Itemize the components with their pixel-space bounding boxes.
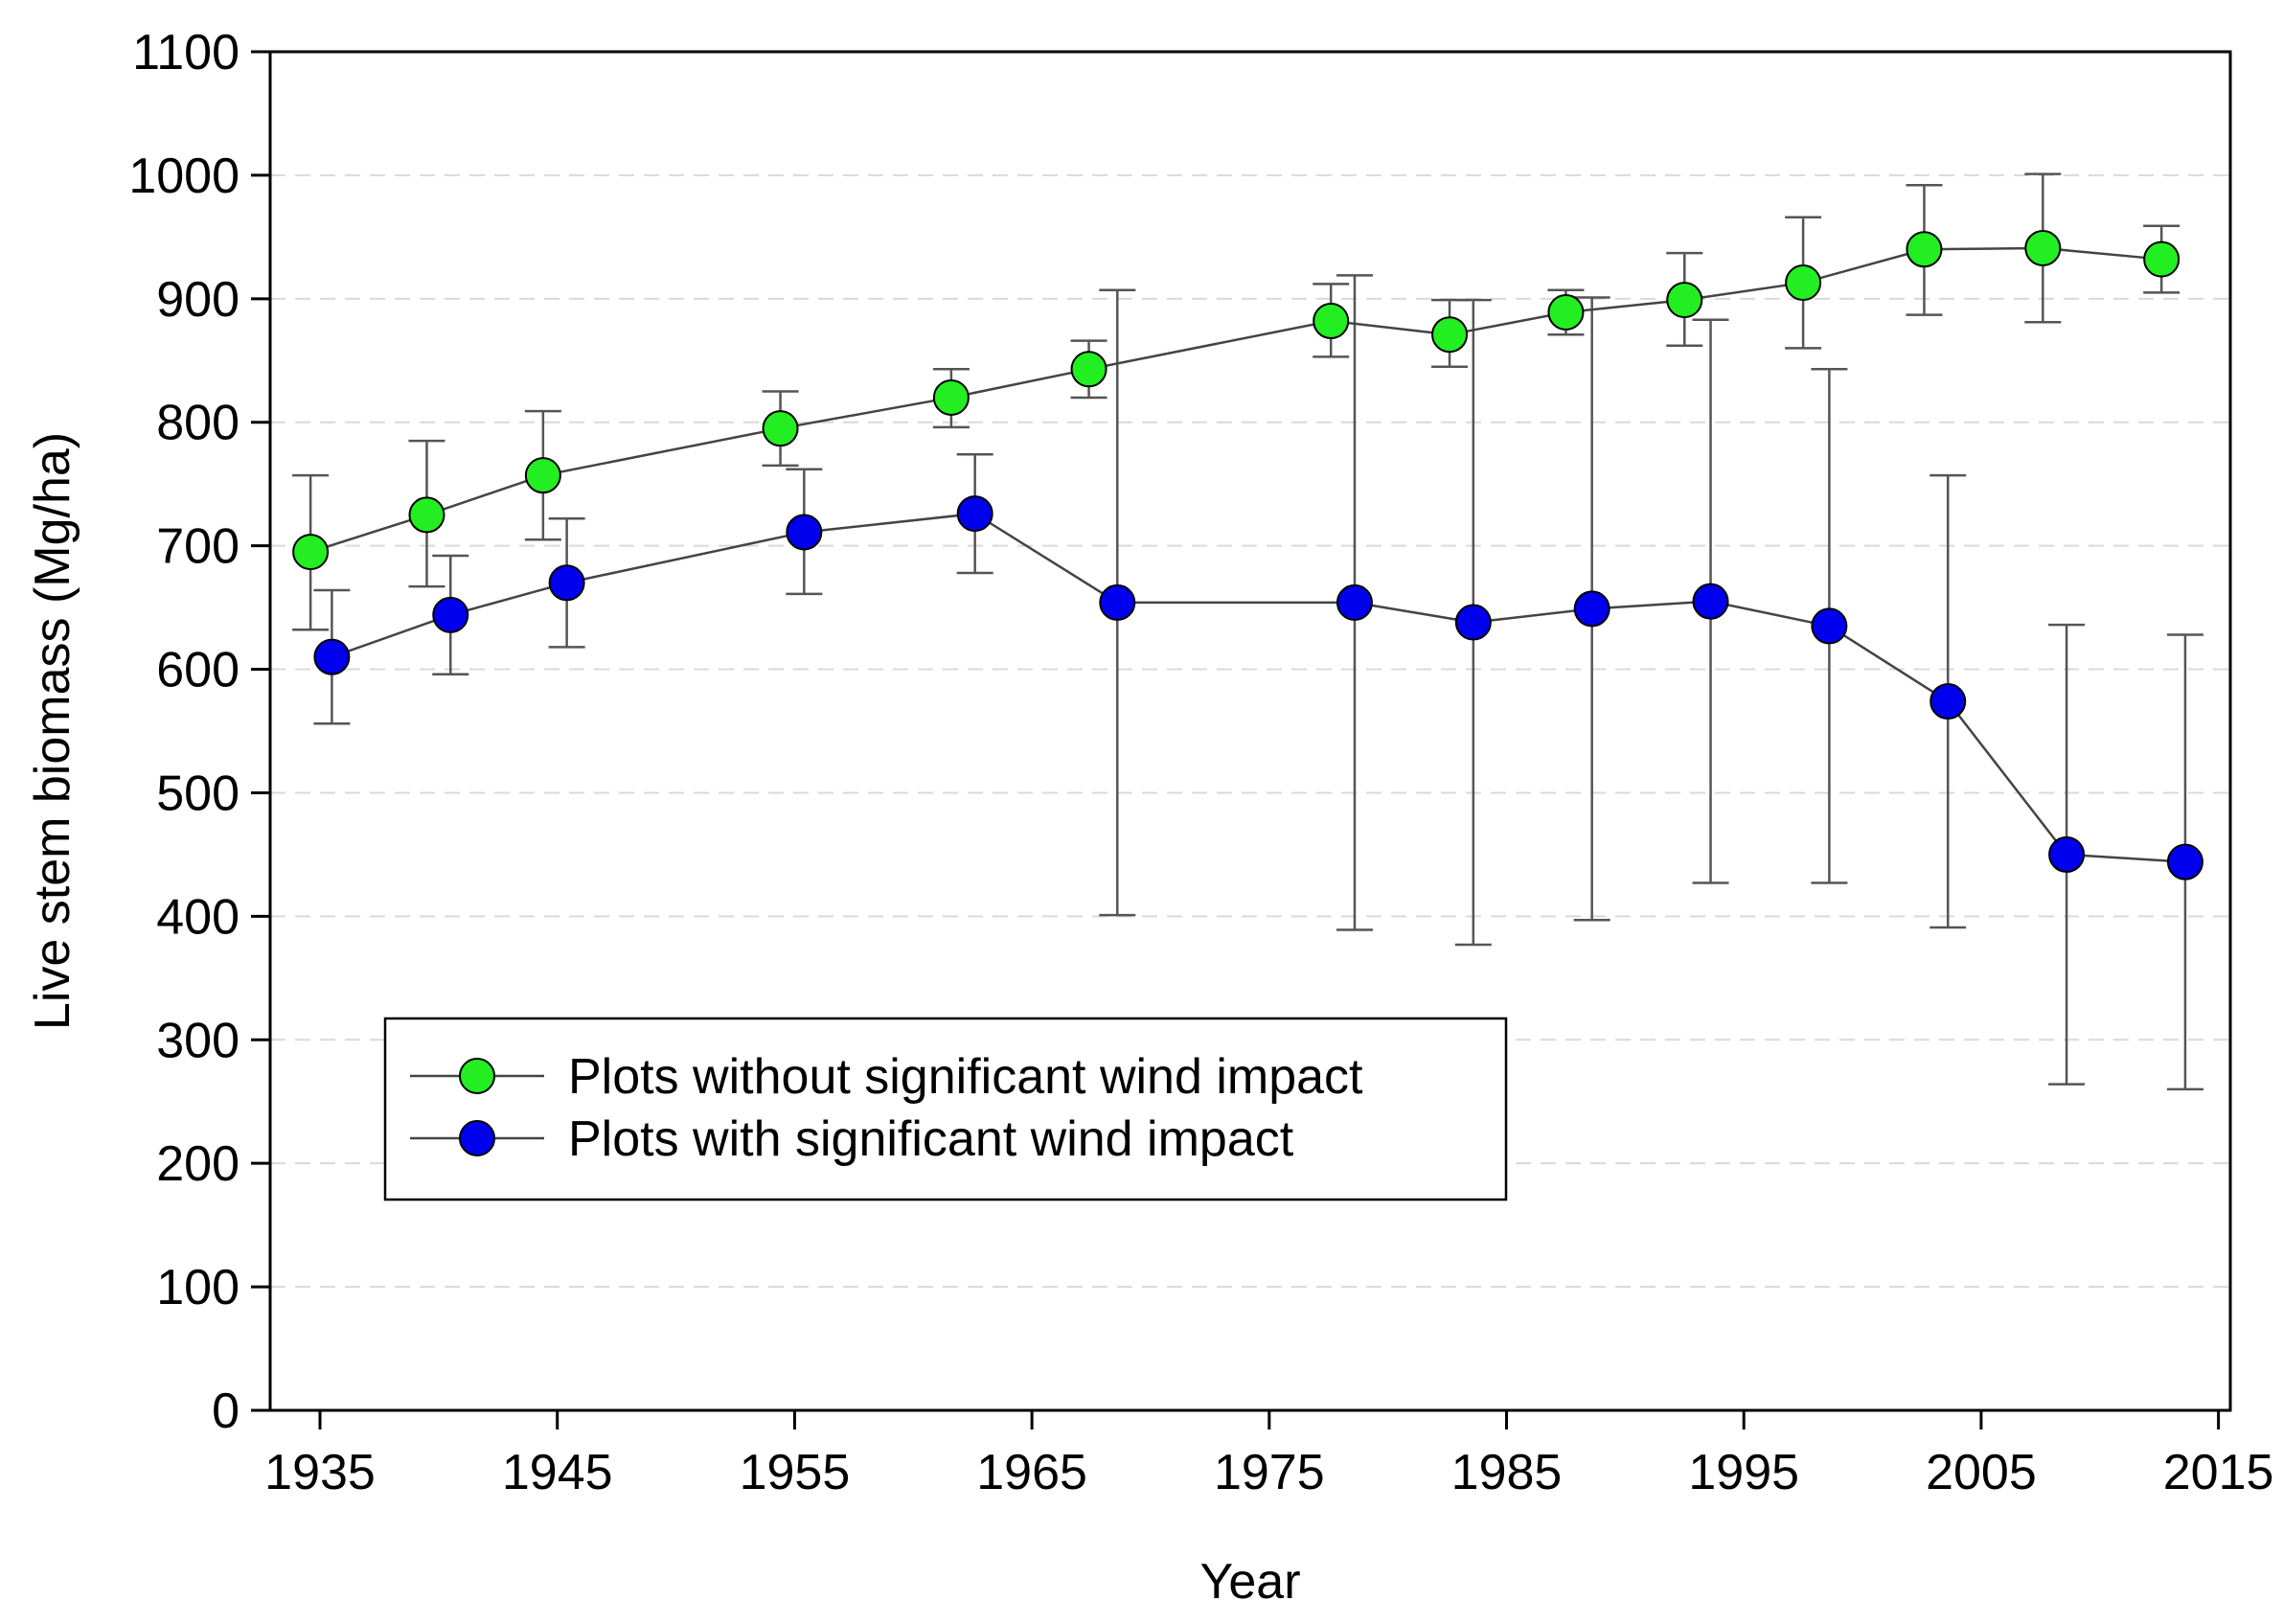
y-tick-label: 400: [156, 889, 240, 945]
data-point-series-1: [1666, 282, 1703, 319]
x-axis-title: Year: [1199, 1554, 1300, 1610]
y-tick-label: 1100: [132, 25, 240, 80]
data-point-series-1: [1313, 303, 1350, 340]
data-point-series-2: [1929, 683, 1967, 721]
data-point-series-1: [1431, 316, 1469, 354]
y-tick-label: 0: [212, 1384, 240, 1439]
x-tick-label: 1945: [502, 1445, 613, 1500]
y-tick-label: 300: [156, 1013, 240, 1068]
y-axis-title: Live stem biomass (Mg/ha): [25, 432, 80, 1030]
legend-label-series-2: Plots with significant wind impact: [568, 1111, 1294, 1167]
axis-ticks: [251, 50, 2221, 1430]
data-point-series-2: [786, 514, 823, 551]
legend: Plots without significant wind impact Pl…: [383, 1017, 1508, 1201]
x-tick-labels: 1935 1945 1955 1965 1975 1985 1995 2005 2015: [264, 1445, 2273, 1500]
series-lines: [309, 246, 2186, 863]
data-point-series-1: [2143, 240, 2180, 278]
data-point-series-2: [313, 638, 351, 675]
series-line-1: [309, 246, 2162, 554]
x-tick-label: 1985: [1451, 1445, 1563, 1500]
data-point-series-1: [1785, 264, 1822, 302]
y-tick-label: 500: [156, 766, 240, 821]
data-point-series-1: [1070, 351, 1107, 388]
y-tick-label: 700: [156, 519, 240, 575]
plot-area-frame: [268, 50, 2232, 1412]
y-tick-label: 900: [156, 272, 240, 328]
data-point-series-2: [1573, 590, 1610, 628]
x-tick-label: 1955: [740, 1445, 851, 1500]
y-tick-label: 800: [156, 396, 240, 451]
y-tick-label: 1000: [128, 149, 240, 204]
x-tick-label: 1975: [1214, 1445, 1325, 1500]
data-point-series-2: [548, 564, 585, 602]
data-points: [292, 229, 2203, 881]
y-tick-label: 200: [156, 1136, 240, 1192]
x-tick-label: 1995: [1688, 1445, 1799, 1500]
data-point-series-2: [1454, 604, 1492, 641]
legend-marker-series-2: [459, 1120, 495, 1156]
data-point-series-1: [762, 410, 799, 447]
data-point-series-1: [408, 496, 445, 534]
data-point-series-1: [524, 457, 561, 494]
legend-label-series-1: Plots without significant wind impact: [568, 1049, 1363, 1105]
data-point-series-1: [2024, 229, 2062, 266]
series-line-2: [331, 512, 2186, 863]
y-tick-label: 100: [156, 1260, 240, 1315]
x-tick-label: 1935: [264, 1445, 376, 1500]
data-point-series-1: [1906, 231, 1943, 268]
error-bars: [292, 172, 2203, 1091]
data-point-series-2: [432, 596, 469, 633]
data-point-series-1: [292, 534, 330, 571]
data-point-series-2: [1099, 583, 1136, 621]
y-tick-label: 600: [156, 643, 240, 698]
legend-marker-series-1: [459, 1058, 495, 1094]
x-tick-label: 2015: [2163, 1445, 2274, 1500]
legend-box: [383, 1017, 1508, 1201]
data-point-series-2: [956, 495, 993, 533]
x-tick-label: 1965: [976, 1445, 1087, 1500]
data-point-series-2: [1811, 607, 1848, 645]
data-point-series-2: [2048, 835, 2086, 873]
x-tick-label: 2005: [1926, 1445, 2037, 1500]
y-tick-labels: 0 100 200 300 400 500 600 700 800 900 1000 1100: [128, 25, 240, 1439]
data-point-series-2: [2166, 843, 2203, 881]
data-point-series-1: [1547, 293, 1585, 331]
data-point-series-2: [1692, 583, 1729, 620]
data-point-series-1: [932, 378, 970, 416]
data-point-series-2: [1336, 583, 1373, 621]
